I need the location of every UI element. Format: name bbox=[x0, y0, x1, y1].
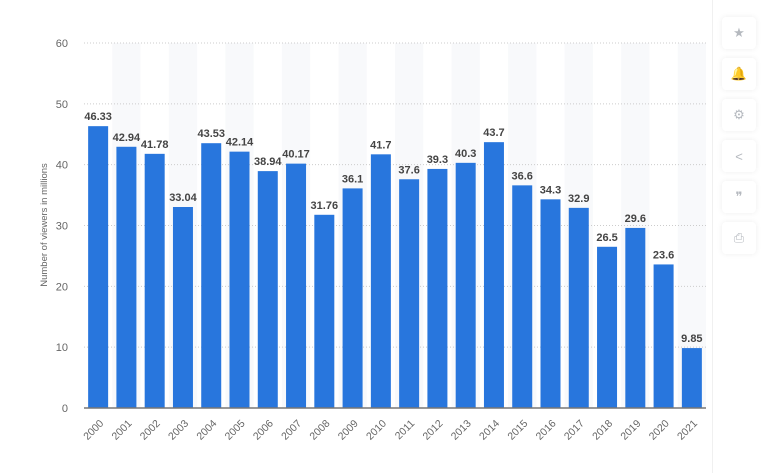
x-tick-label: 2011 bbox=[393, 418, 418, 443]
data-label: 36.1 bbox=[342, 173, 363, 185]
x-tick-label: 2012 bbox=[421, 418, 446, 443]
settings-button[interactable]: ⚙ bbox=[722, 99, 756, 131]
bar bbox=[568, 207, 589, 408]
x-tick-label: 2008 bbox=[307, 418, 332, 443]
bar bbox=[144, 153, 165, 408]
bell-icon: 🔔 bbox=[730, 66, 748, 81]
x-tick-label: 2009 bbox=[336, 418, 361, 443]
data-label: 39.3 bbox=[427, 154, 448, 166]
data-label: 42.14 bbox=[226, 137, 254, 149]
data-label: 34.3 bbox=[540, 184, 561, 196]
data-label: 42.94 bbox=[113, 132, 141, 144]
x-tick-label: 2014 bbox=[477, 418, 502, 443]
data-label: 46.33 bbox=[84, 111, 112, 123]
x-tick-label: 2018 bbox=[590, 418, 615, 443]
bar bbox=[314, 214, 335, 408]
x-tick-label: 2007 bbox=[279, 418, 304, 443]
bar bbox=[88, 126, 109, 408]
bar bbox=[540, 199, 561, 408]
x-tick-label: 2002 bbox=[138, 418, 163, 443]
x-tick-label: 2017 bbox=[562, 418, 587, 443]
x-tick-label: 2006 bbox=[251, 418, 276, 443]
bar bbox=[172, 207, 193, 408]
data-label: 43.7 bbox=[483, 127, 504, 139]
bar bbox=[653, 264, 674, 408]
y-tick-label: 60 bbox=[56, 38, 68, 50]
bar bbox=[483, 142, 504, 409]
data-label: 38.94 bbox=[254, 156, 282, 168]
data-label: 29.6 bbox=[625, 213, 646, 225]
x-tick-label: 2020 bbox=[647, 418, 672, 443]
divider bbox=[712, 0, 713, 473]
bar bbox=[201, 143, 222, 408]
x-tick-label: 2001 bbox=[110, 418, 135, 443]
bar bbox=[286, 163, 307, 408]
data-label: 41.78 bbox=[141, 139, 169, 151]
x-tick-label: 2000 bbox=[81, 418, 106, 443]
notification-button[interactable]: 🔔 bbox=[722, 58, 756, 90]
data-label: 32.9 bbox=[568, 193, 589, 205]
data-label: 31.76 bbox=[311, 200, 339, 212]
y-tick-label: 10 bbox=[56, 342, 68, 354]
data-label: 36.6 bbox=[512, 170, 533, 182]
y-tick-label: 50 bbox=[56, 99, 68, 111]
bar bbox=[427, 168, 448, 408]
x-tick-label: 2019 bbox=[618, 418, 643, 443]
y-tick-label: 0 bbox=[62, 403, 68, 415]
bar bbox=[399, 179, 420, 408]
bar bbox=[512, 185, 533, 408]
bar bbox=[257, 171, 278, 408]
print-button[interactable]: ⎙ bbox=[722, 222, 756, 254]
bar bbox=[625, 227, 646, 408]
cite-button[interactable]: ❞ bbox=[722, 181, 756, 213]
share-button[interactable]: < bbox=[722, 140, 756, 172]
bar bbox=[342, 188, 363, 408]
column-band bbox=[677, 43, 706, 408]
share-icon: < bbox=[735, 148, 743, 164]
x-tick-label: 2004 bbox=[194, 418, 219, 443]
x-tick-label: 2010 bbox=[364, 418, 389, 443]
x-tick-label: 2005 bbox=[223, 418, 248, 443]
bar bbox=[455, 162, 476, 408]
x-tick-label: 2015 bbox=[505, 418, 530, 443]
y-tick-label: 30 bbox=[56, 221, 68, 233]
print-icon: ⎙ bbox=[733, 230, 745, 245]
data-label: 26.5 bbox=[596, 232, 617, 244]
y-tick-label: 20 bbox=[56, 281, 68, 293]
bar bbox=[597, 246, 618, 408]
y-axis-label: Number of viewers in millions bbox=[39, 163, 50, 287]
x-tick-label: 2021 bbox=[675, 418, 700, 443]
star-icon: ★ bbox=[733, 25, 745, 40]
y-tick-label: 40 bbox=[56, 160, 68, 172]
data-label: 43.53 bbox=[197, 128, 225, 140]
quote-icon: ❞ bbox=[735, 189, 743, 204]
bar bbox=[681, 348, 702, 408]
data-label: 23.6 bbox=[653, 249, 674, 261]
x-tick-label: 2003 bbox=[166, 418, 191, 443]
bar bbox=[229, 151, 250, 409]
data-label: 40.3 bbox=[455, 148, 476, 160]
data-label: 33.04 bbox=[169, 192, 197, 204]
data-label: 9.85 bbox=[681, 333, 702, 345]
bar bbox=[116, 146, 137, 408]
x-tick-label: 2016 bbox=[534, 418, 559, 443]
data-label: 41.7 bbox=[370, 139, 391, 151]
data-label: 40.17 bbox=[282, 149, 310, 161]
data-label: 37.6 bbox=[398, 164, 419, 176]
favorite-button[interactable]: ★ bbox=[722, 17, 756, 49]
x-tick-label: 2013 bbox=[449, 418, 474, 443]
gear-icon: ⚙ bbox=[733, 107, 745, 122]
bar bbox=[370, 154, 391, 408]
